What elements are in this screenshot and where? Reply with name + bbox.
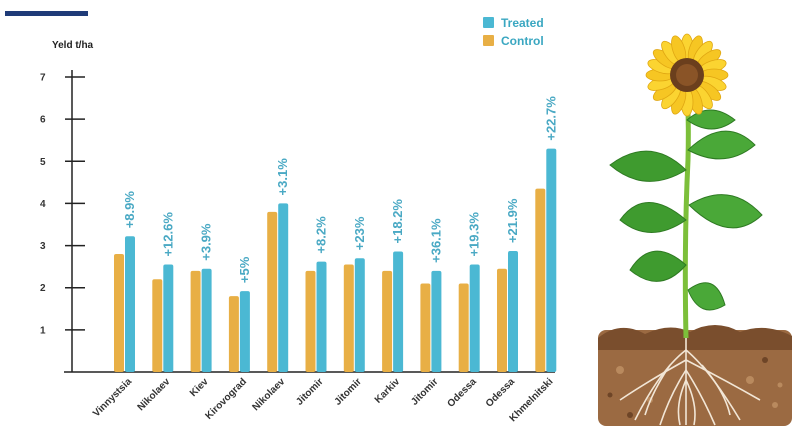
bar-control xyxy=(267,211,278,372)
legend-swatch xyxy=(483,17,494,28)
category-label: Nikolaev xyxy=(250,376,287,413)
bar-treated xyxy=(546,148,557,372)
y-tick-label: 1 xyxy=(40,325,46,336)
percentage-label: +5% xyxy=(237,256,252,283)
percentage-label: +23% xyxy=(352,216,367,250)
bar-treated xyxy=(354,258,365,372)
bar-treated xyxy=(125,236,135,372)
category-label: Karkiv xyxy=(373,376,403,406)
bar-treated xyxy=(393,251,404,372)
bar-treated xyxy=(201,268,212,372)
bar-treated xyxy=(431,270,442,372)
legend: Treated Control xyxy=(483,16,544,48)
roots-illustration xyxy=(619,338,761,426)
percentage-label: +36.1% xyxy=(428,218,443,263)
y-tick-label: 7 xyxy=(40,73,46,84)
category-label: Kiev xyxy=(188,376,211,399)
percentage-labels: +8.9% +12.6% +3.9% +5% +3.1% +8.2% +23% +18.2% +… xyxy=(122,96,558,283)
flower-head-illustration xyxy=(645,33,729,117)
soil-illustration xyxy=(598,325,792,426)
bar-treated xyxy=(278,203,289,372)
y-tick-label: 6 xyxy=(40,115,46,126)
category-label: Kirovograd xyxy=(204,376,249,421)
percentage-label: +22.7% xyxy=(543,96,558,141)
category-label: Jitomir xyxy=(333,376,364,407)
percentage-label: +8.2% xyxy=(314,216,329,254)
legend-swatch xyxy=(483,35,494,46)
y-tick-label: 4 xyxy=(40,199,46,210)
percentage-label: +8.9% xyxy=(122,191,137,229)
bar-control xyxy=(458,283,469,372)
bar-control xyxy=(305,270,316,372)
bar-treated xyxy=(316,261,327,372)
category-label: Jitomir xyxy=(294,376,325,407)
yield-bar-chart: Treated Control Yeld t/ha 1 2 3 4 5 6 7 +8.9% +1… xyxy=(40,16,558,424)
bar-control xyxy=(114,254,124,372)
legend-label: Treated xyxy=(501,16,544,30)
bar-treated xyxy=(508,251,518,372)
percentage-label: +21.9% xyxy=(505,198,520,243)
bar-treated xyxy=(469,264,480,372)
bar-control xyxy=(228,296,239,372)
bar-treated xyxy=(163,264,174,372)
bar-control xyxy=(535,188,546,372)
percentage-label: +3.1% xyxy=(275,158,290,196)
sunflower-icon xyxy=(598,33,792,426)
bars xyxy=(114,148,557,372)
bar-control xyxy=(497,268,507,372)
header-accent-bar xyxy=(5,11,88,16)
y-axis-label: Yeld t/ha xyxy=(52,40,94,51)
bar-control xyxy=(382,270,393,372)
percentage-label: +3.9% xyxy=(199,223,214,261)
percentage-label: +12.6% xyxy=(160,212,175,257)
bar-control xyxy=(343,264,354,372)
leaves-illustration xyxy=(609,109,763,311)
stem-illustration xyxy=(682,89,691,339)
bar-control xyxy=(152,279,163,372)
y-tick-label: 5 xyxy=(40,157,46,168)
y-tick-label: 3 xyxy=(40,241,46,252)
bar-control xyxy=(190,270,201,372)
category-label: Odessa xyxy=(484,376,518,410)
category-label: Nikolaev xyxy=(136,376,173,413)
bar-control xyxy=(420,283,431,372)
category-label: Jitomir xyxy=(409,376,440,407)
percentage-label: +18.2% xyxy=(390,199,405,244)
category-label: Odessa xyxy=(445,376,479,410)
percentage-label: +19.3% xyxy=(467,212,482,257)
y-tick-label: 2 xyxy=(40,283,46,294)
bar-treated xyxy=(239,291,250,372)
legend-label: Control xyxy=(501,34,544,48)
category-label: Vinnystsia xyxy=(91,376,134,419)
